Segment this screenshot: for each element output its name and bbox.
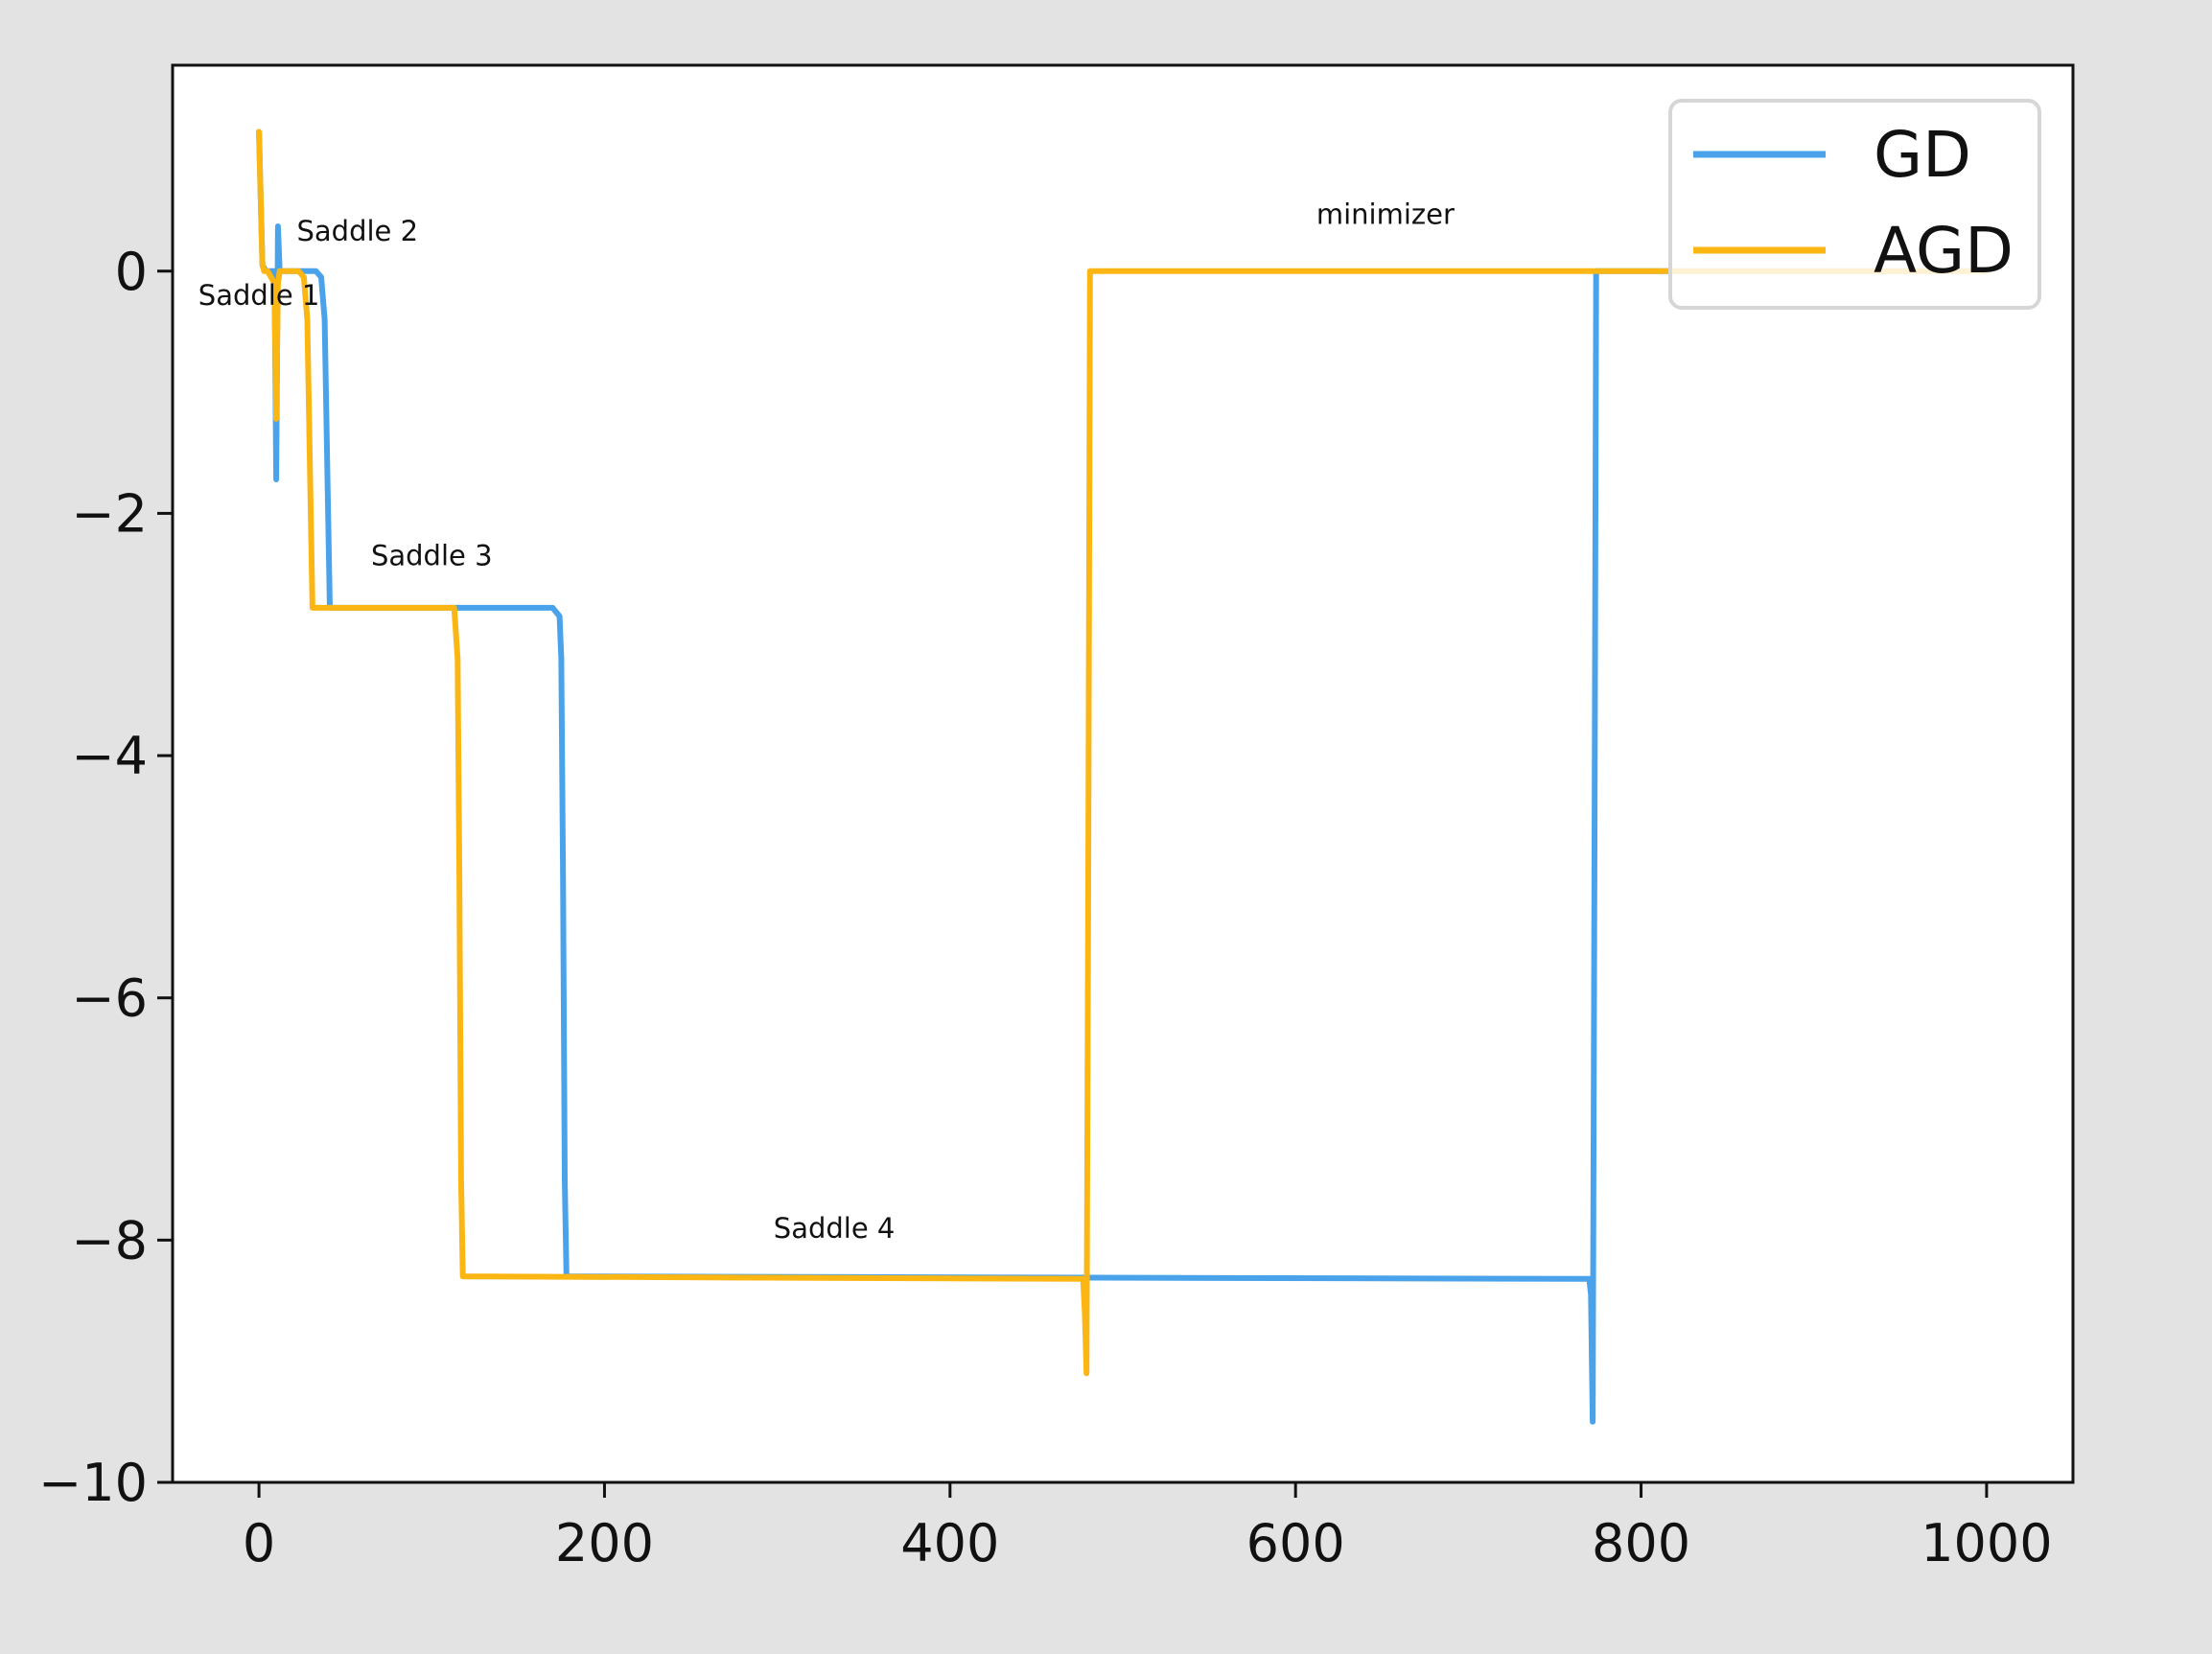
legend-label-gd: GD xyxy=(1874,118,1971,192)
legend-label-agd: AGD xyxy=(1874,214,2014,288)
y-tick-label-1: −2 xyxy=(71,483,148,544)
x-axis: 0 200 400 600 800 1000 xyxy=(243,1482,2053,1573)
annotation-1: Saddle 1 xyxy=(198,279,320,312)
y-tick-label-4: −8 xyxy=(71,1210,148,1270)
series-line-agd xyxy=(256,128,1990,1377)
legend: GD AGD xyxy=(1668,99,2041,310)
y-axis: 0 −2 −4 −6 −8 −10 xyxy=(38,242,173,1513)
x-tick-label-200: 200 xyxy=(555,1513,654,1573)
annotation-5: minimizer xyxy=(1316,198,1455,230)
annotation-layer: Saddle 1 Saddle 2 Saddle 3 Saddle 4 minimize… xyxy=(198,198,1455,1244)
x-tick-label-1000: 1000 xyxy=(1921,1513,2052,1573)
y-tick-label-5: −10 xyxy=(38,1453,148,1513)
series-layer xyxy=(256,128,1990,1425)
x-tick-label-800: 800 xyxy=(1592,1513,1690,1573)
x-tick-label-400: 400 xyxy=(900,1513,999,1573)
annotation-3: Saddle 3 xyxy=(371,540,493,572)
y-tick-label-3: −6 xyxy=(71,968,148,1029)
x-tick-label-0: 0 xyxy=(243,1513,275,1573)
y-tick-label-2: −4 xyxy=(71,726,148,786)
y-tick-label-0: 0 xyxy=(115,242,148,302)
x-tick-label-600: 600 xyxy=(1246,1513,1345,1573)
annotation-4: Saddle 4 xyxy=(774,1212,896,1245)
annotation-2: Saddle 2 xyxy=(297,215,419,247)
plot-frame xyxy=(171,63,2075,1484)
